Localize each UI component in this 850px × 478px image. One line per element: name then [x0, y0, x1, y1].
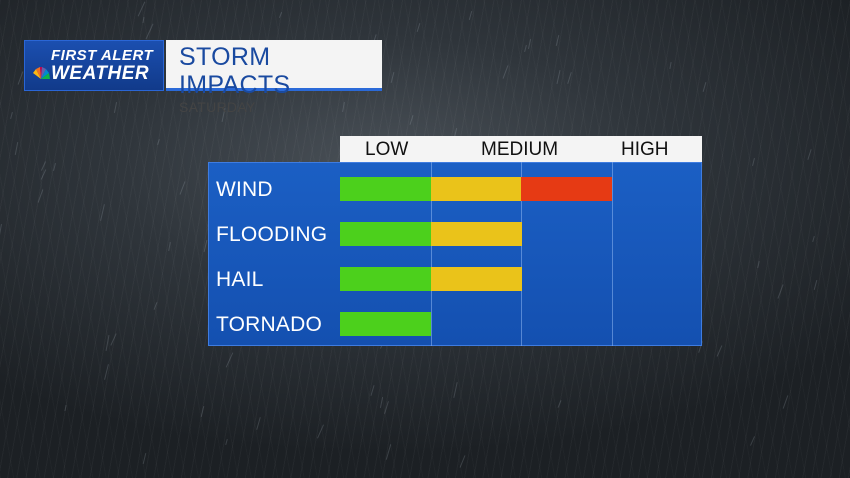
rain-streak [757, 260, 760, 269]
page-subtitle: SATURDAY [179, 99, 256, 115]
rain-streak [104, 364, 109, 380]
rain-streak [153, 302, 158, 310]
rain-streak [0, 223, 2, 236]
rain-streak [203, 240, 208, 252]
bar-segment-wind-1 [340, 177, 431, 201]
logo-line-1: FIRST ALERT [51, 46, 154, 64]
logo-line-2: WEATHER [51, 62, 150, 84]
row-label-flooding: FLOODING [216, 223, 328, 246]
rain-streak [528, 39, 531, 49]
level-label-low: LOW [365, 139, 409, 160]
bar-segment-wind-3 [521, 177, 612, 201]
rain-streak [807, 149, 812, 160]
rain-streak [567, 72, 572, 84]
rain-streak [459, 455, 466, 468]
rain-streak [390, 72, 395, 83]
rain-streak [256, 417, 261, 430]
rain-streak [105, 335, 110, 351]
gridline [431, 162, 432, 346]
rain-streak [100, 204, 105, 221]
rain-streak [370, 385, 375, 396]
rain-streak [200, 406, 205, 417]
rain-streak [524, 44, 527, 53]
rain-streak [702, 82, 707, 92]
rain-streak [385, 444, 392, 460]
rain-streak [379, 397, 384, 408]
rain-streak [110, 333, 117, 346]
rain-streak [317, 424, 324, 439]
rain-streak [812, 235, 815, 243]
first-alert-weather-logo: FIRST ALERT WEATHER [24, 40, 164, 91]
rain-streak [409, 115, 414, 125]
rain-streak [782, 395, 789, 409]
rain-streak [64, 404, 67, 412]
row-label-wind: WIND [216, 178, 273, 201]
rain-streak [10, 111, 13, 120]
rain-streak [179, 181, 186, 195]
gridline [521, 162, 522, 346]
rain-streak [168, 241, 171, 252]
rain-streak [137, 1, 146, 17]
rain-streak [555, 35, 560, 46]
row-label-tornado: TORNADO [216, 313, 323, 336]
rain-streak [669, 61, 672, 70]
rain-streak [113, 102, 118, 113]
rain-streak [453, 382, 458, 398]
rain-streak [749, 436, 756, 446]
page-title: STORM IMPACTS [179, 43, 291, 99]
rain-streak [278, 12, 283, 18]
peacock-icon [33, 67, 50, 79]
bar-segment-hail-2 [431, 267, 522, 291]
rain-streak [53, 163, 56, 171]
rain-streak [557, 400, 562, 408]
rain-streak [142, 453, 147, 464]
row-label-hail: HAIL [216, 268, 264, 291]
rain-streak [813, 280, 818, 290]
bar-segment-hail-1 [340, 267, 431, 291]
rain-streak [416, 23, 421, 32]
rain-streak [225, 438, 228, 446]
impact-level-header: LOW MEDIUM HIGH [340, 136, 702, 162]
rain-streak [157, 139, 160, 145]
rain-streak [142, 16, 145, 24]
bar-segment-tornado-1 [340, 312, 431, 336]
rain-streak [752, 157, 755, 167]
title-box: STORM IMPACTS SATURDAY [166, 40, 382, 115]
rain-streak [384, 401, 389, 414]
gridline [612, 162, 613, 346]
rain-streak [556, 70, 561, 84]
rain-streak [502, 65, 509, 79]
rain-streak [14, 142, 19, 155]
level-label-high: HIGH [621, 139, 669, 160]
rain-streak [777, 284, 784, 299]
rain-streak [225, 352, 234, 368]
rain-streak [145, 23, 154, 40]
rain-streak [716, 345, 723, 357]
level-label-medium: MEDIUM [481, 139, 559, 160]
rain-streak [37, 189, 44, 203]
bar-segment-wind-2 [431, 177, 522, 201]
rain-streak [468, 11, 473, 20]
bar-segment-flooding-2 [431, 222, 522, 246]
rain-streak [17, 71, 24, 85]
bar-segment-flooding-1 [340, 222, 431, 246]
